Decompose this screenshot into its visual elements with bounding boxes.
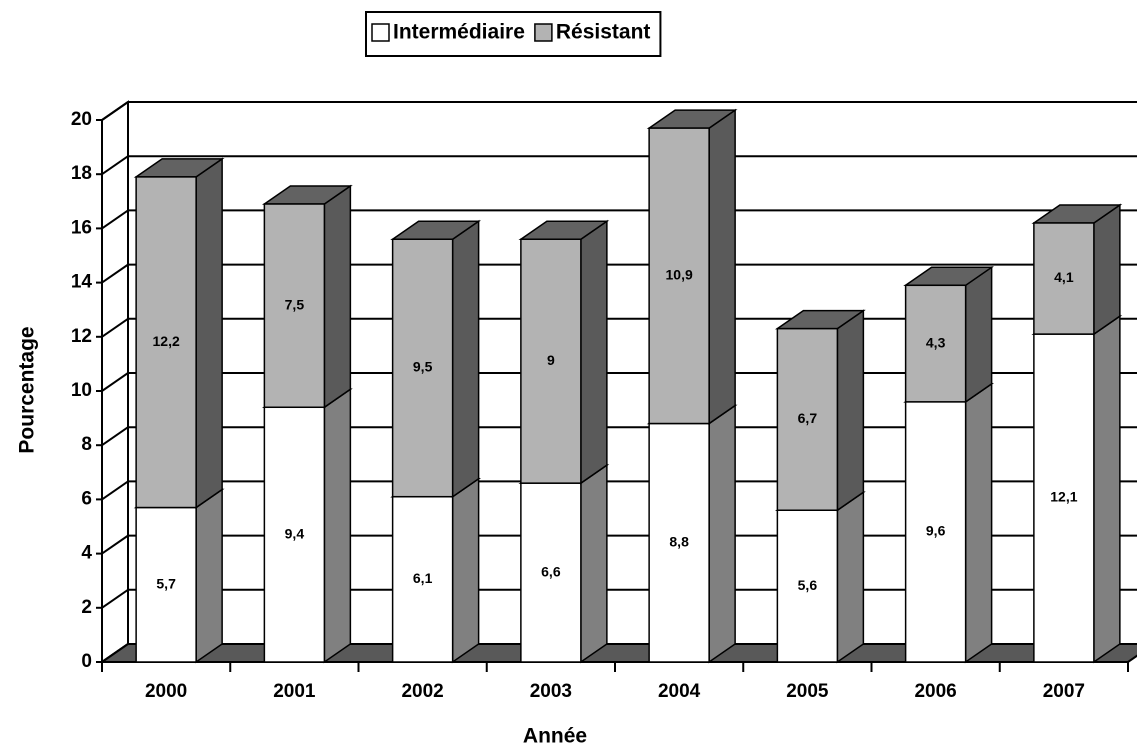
bar	[520, 238, 582, 484]
y-tick-label: 20	[71, 109, 92, 130]
bar	[776, 327, 839, 511]
bar-side	[580, 463, 608, 664]
bar	[135, 506, 197, 663]
data-label: 6,1	[413, 570, 433, 586]
bar-side	[1093, 314, 1121, 664]
bar-side	[195, 157, 223, 509]
bar-side	[708, 404, 736, 664]
data-label: 4,3	[926, 334, 946, 350]
x-tick-label: 2004	[658, 681, 701, 702]
bar	[1033, 222, 1095, 335]
legend-label: Résistant	[556, 21, 651, 44]
data-label: 9,4	[285, 525, 305, 541]
bar-side	[964, 382, 993, 664]
legend-label: Intermédiaire	[393, 21, 525, 44]
y-tick-label: 12	[71, 326, 92, 347]
x-tick-label: 2005	[786, 681, 829, 702]
bar	[135, 176, 197, 509]
x-tick-label: 2007	[1043, 681, 1085, 702]
data-label: 10,9	[666, 267, 693, 283]
bar-side	[836, 490, 865, 664]
bar-side	[964, 265, 993, 404]
bar	[391, 495, 454, 663]
bar-side	[1093, 203, 1121, 336]
bar-side	[451, 219, 480, 499]
legend-swatch	[371, 23, 390, 42]
y-tick-label: 10	[71, 380, 92, 401]
data-label: 7,5	[285, 296, 305, 312]
grid-line	[101, 101, 129, 121]
legend-swatch	[534, 23, 553, 42]
data-label: 6,6	[541, 563, 561, 579]
x-tick-label: 2003	[530, 681, 572, 702]
x-tick-label: 2001	[273, 681, 316, 702]
x-axis-label: Année	[523, 725, 587, 748]
x-tick-label: 2006	[914, 681, 956, 702]
grid-line	[101, 426, 129, 447]
bar-side	[580, 219, 608, 485]
grid-line	[101, 372, 129, 392]
bar-side	[323, 387, 352, 664]
bar	[904, 284, 967, 403]
grid-line	[101, 317, 129, 338]
data-label: 9,6	[926, 523, 946, 539]
grid-line	[101, 588, 129, 609]
data-label: 4,1	[1054, 269, 1074, 285]
y-tick-label: 8	[81, 434, 92, 455]
data-label: 8,8	[669, 533, 689, 549]
y-axis-label: Pourcentage	[16, 326, 39, 453]
data-label: 12,2	[153, 333, 180, 349]
data-label: 5,7	[156, 575, 176, 591]
bar-side	[451, 477, 480, 664]
grid-line	[101, 155, 129, 176]
data-label: 9	[547, 352, 555, 368]
data-label: 12,1	[1050, 489, 1077, 505]
bar-side	[195, 488, 223, 664]
grid-line	[101, 534, 129, 555]
bar	[391, 238, 454, 498]
bar	[648, 422, 710, 663]
legend-box	[365, 11, 662, 57]
x-tick-label: 2000	[145, 681, 187, 702]
grid-line	[101, 480, 129, 501]
data-label: 9,5	[413, 359, 433, 375]
y-tick-label: 16	[71, 217, 92, 238]
bar	[263, 406, 326, 663]
y-tick-label: 4	[81, 543, 92, 564]
data-label: 5,6	[798, 577, 818, 593]
bar	[1033, 333, 1095, 663]
y-tick-label: 0	[81, 651, 92, 672]
bar	[263, 203, 326, 409]
y-tick-label: 6	[81, 488, 92, 509]
y-tick-label: 2	[81, 597, 92, 618]
bar	[648, 127, 710, 425]
bar-side	[836, 309, 865, 512]
bar-side	[708, 108, 736, 425]
y-tick-label: 18	[71, 163, 92, 184]
grid-line	[101, 209, 129, 230]
bar-side	[323, 184, 352, 409]
data-label: 6,7	[798, 410, 818, 426]
y-tick-label: 14	[71, 272, 93, 293]
x-tick-label: 2002	[401, 681, 443, 702]
grid-line	[101, 263, 129, 284]
